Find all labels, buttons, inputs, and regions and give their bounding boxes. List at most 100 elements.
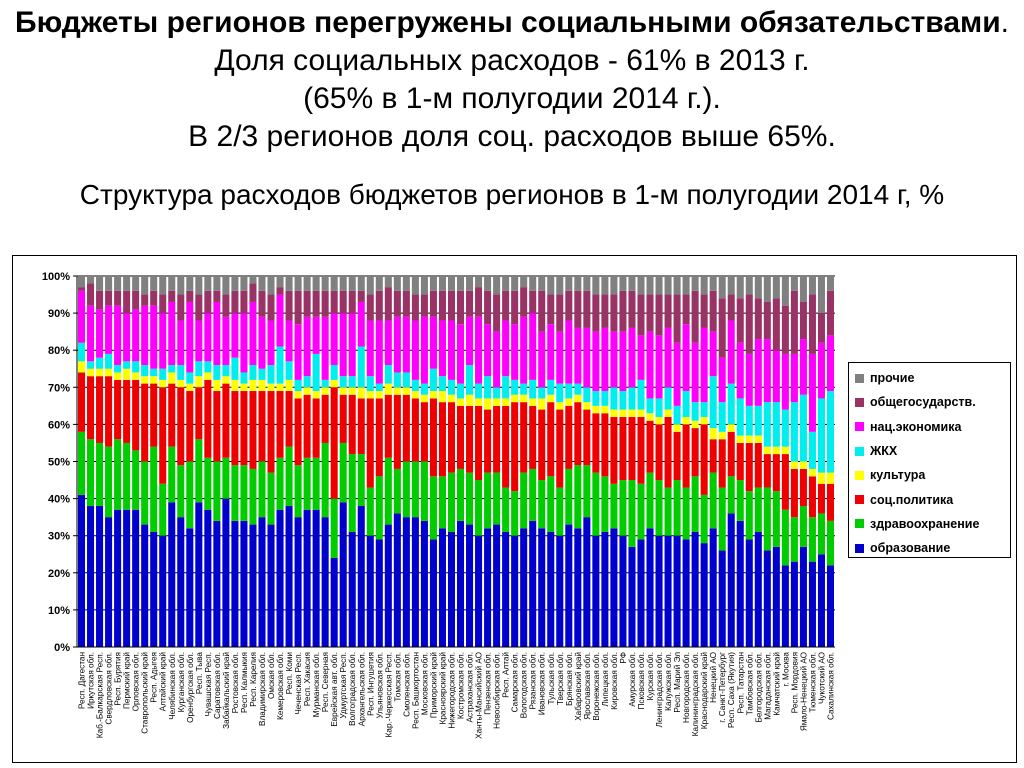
bar-segment bbox=[763, 301, 771, 340]
legend-swatch bbox=[855, 495, 864, 505]
bar-segment bbox=[718, 357, 726, 403]
bar-segment bbox=[213, 290, 221, 302]
bar-segment bbox=[411, 398, 419, 462]
bar-segment bbox=[168, 365, 176, 373]
bar-segment bbox=[132, 309, 140, 362]
bar-segment bbox=[195, 502, 203, 647]
bar-segment bbox=[466, 472, 474, 525]
bar-segment bbox=[529, 379, 537, 399]
bar-segment bbox=[826, 472, 835, 484]
bar-segment bbox=[709, 528, 717, 647]
bar-segment bbox=[114, 439, 122, 510]
bar-segment bbox=[222, 376, 230, 384]
bar-segment bbox=[601, 391, 609, 406]
bar-segment bbox=[682, 416, 690, 425]
slide-title-line3: (65% в 1-м полугодии 2014 г.). bbox=[303, 82, 721, 115]
bar-segment bbox=[123, 379, 131, 443]
bar-segment bbox=[673, 480, 681, 536]
bar-segment bbox=[105, 517, 113, 647]
bar-segment bbox=[240, 290, 248, 314]
x-tick-label: Респ. Тыва bbox=[195, 652, 204, 695]
legend-item: здравоохранение bbox=[855, 512, 1010, 536]
bar-segment bbox=[691, 428, 699, 477]
x-tick-label: Рязанская обл. bbox=[529, 652, 538, 710]
bar-segment bbox=[312, 276, 320, 291]
x-tick-label: Еврейская авт. обл. bbox=[330, 652, 339, 727]
bar-segment bbox=[619, 391, 627, 410]
bar-segment bbox=[583, 276, 591, 291]
bar-segment bbox=[673, 342, 681, 406]
bar-segment bbox=[655, 535, 663, 647]
bar-segment bbox=[502, 290, 510, 321]
bar-segment bbox=[601, 413, 609, 477]
bar-segment bbox=[249, 524, 257, 647]
bar-segment bbox=[177, 365, 185, 380]
bar-segment bbox=[141, 276, 149, 295]
bar-segment bbox=[114, 379, 122, 440]
bar-segment bbox=[168, 276, 176, 291]
bar-segment bbox=[601, 476, 609, 532]
bar-segment bbox=[619, 290, 627, 332]
bar-segment bbox=[321, 379, 329, 388]
x-tick-label: Респ. Ингушетия bbox=[366, 652, 375, 716]
bar-segment bbox=[213, 520, 221, 647]
bar-segment bbox=[429, 290, 437, 317]
bar-segment bbox=[646, 420, 654, 473]
bar-segment bbox=[700, 424, 708, 495]
bar-segment bbox=[610, 387, 618, 410]
bar-segment bbox=[402, 316, 410, 373]
bar-segment bbox=[429, 391, 437, 399]
bar-segment bbox=[195, 320, 203, 362]
bar-segment bbox=[150, 305, 158, 369]
slide-title-line1: Бюджеты регионов перегружены социальными… bbox=[12, 4, 1012, 80]
bar-segment bbox=[249, 276, 257, 284]
legend-item: общегосударств. bbox=[855, 390, 1010, 414]
bar-segment bbox=[114, 372, 122, 380]
bar-segment bbox=[168, 301, 176, 366]
bar-segment bbox=[123, 276, 131, 291]
bar-segment bbox=[357, 301, 365, 347]
x-tick-label: Респ. Карелия bbox=[249, 652, 258, 707]
bar-segment bbox=[348, 290, 356, 314]
legend-item: прочие bbox=[855, 366, 1010, 390]
x-tick-label: Ставропольский край bbox=[141, 652, 150, 734]
bar-segment bbox=[87, 305, 95, 362]
legend-swatch bbox=[855, 470, 864, 480]
bar-segment bbox=[276, 509, 284, 647]
bar-segment bbox=[330, 290, 338, 314]
bar-segment bbox=[294, 398, 302, 466]
bar-segment bbox=[258, 316, 266, 369]
bar-segment bbox=[646, 331, 654, 399]
bar-segment bbox=[339, 313, 347, 377]
bar-segment bbox=[150, 276, 158, 291]
bar-segment bbox=[529, 290, 537, 314]
bar-segment bbox=[484, 398, 492, 410]
bar-segment bbox=[826, 335, 835, 392]
x-tick-label: Кар.-Черкесская Респ. bbox=[384, 652, 393, 737]
bar-segment bbox=[601, 531, 609, 647]
bar-segment bbox=[610, 416, 618, 484]
bar-segment bbox=[285, 320, 293, 362]
y-tick-label: 50% bbox=[48, 457, 70, 469]
bar-segment bbox=[547, 294, 555, 325]
bar-segment bbox=[682, 294, 690, 325]
bar-segment bbox=[456, 405, 465, 469]
bar-segment bbox=[168, 290, 176, 302]
bar-segment bbox=[159, 387, 167, 484]
bar-segment bbox=[456, 290, 465, 325]
bar-segment bbox=[195, 376, 203, 388]
bar-segment bbox=[556, 487, 564, 536]
bar-segment bbox=[547, 476, 555, 532]
bar-segment bbox=[520, 383, 528, 395]
bar-segment bbox=[610, 483, 618, 529]
bar-segment bbox=[808, 353, 816, 432]
bar-segment bbox=[96, 506, 104, 647]
bar-segment bbox=[601, 327, 609, 392]
bar-segment bbox=[375, 398, 383, 477]
legend-swatch bbox=[855, 446, 864, 456]
bar-segment bbox=[565, 398, 573, 406]
bar-segment bbox=[475, 480, 483, 536]
bar-segment bbox=[673, 276, 681, 295]
legend-label: культура bbox=[870, 468, 926, 483]
x-tick-label: Магаданская обл. bbox=[763, 652, 772, 720]
